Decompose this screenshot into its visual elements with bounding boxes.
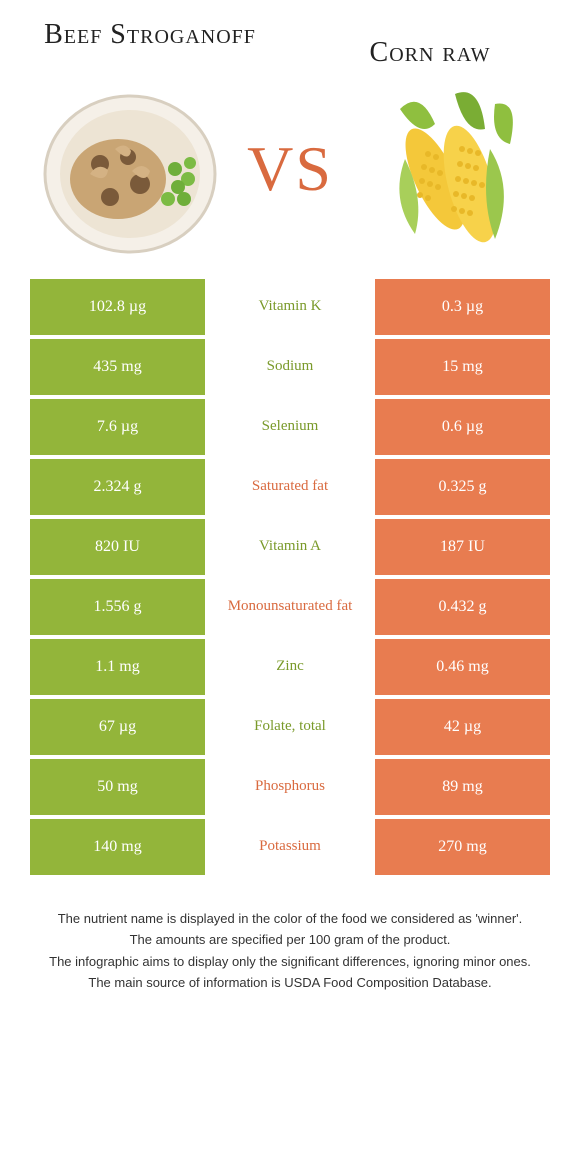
right-value: 89 mg — [375, 759, 550, 815]
vs-label: VS — [247, 132, 333, 206]
footer-line: The nutrient name is displayed in the co… — [40, 909, 540, 929]
right-value: 0.3 µg — [375, 279, 550, 335]
table-row: 102.8 µgVitamin K0.3 µg — [30, 279, 550, 335]
nutrient-label: Saturated fat — [205, 459, 375, 515]
right-value: 15 mg — [375, 339, 550, 395]
table-row: 50 mgPhosphorus89 mg — [30, 759, 550, 815]
right-value: 0.432 g — [375, 579, 550, 635]
left-value: 2.324 g — [30, 459, 205, 515]
comparison-table: 102.8 µgVitamin K0.3 µg435 mgSodium15 mg… — [0, 279, 580, 875]
nutrient-label: Vitamin K — [205, 279, 375, 335]
right-value: 270 mg — [375, 819, 550, 875]
left-value: 820 IU — [30, 519, 205, 575]
right-food-image — [360, 79, 540, 259]
left-value: 1.556 g — [30, 579, 205, 635]
left-value: 1.1 mg — [30, 639, 205, 695]
right-value: 0.46 mg — [375, 639, 550, 695]
left-food-image — [40, 79, 220, 259]
left-value: 435 mg — [30, 339, 205, 395]
left-value: 102.8 µg — [30, 279, 205, 335]
table-row: 435 mgSodium15 mg — [30, 339, 550, 395]
right-value: 187 IU — [375, 519, 550, 575]
nutrient-label: Potassium — [205, 819, 375, 875]
footer-line: The infographic aims to display only the… — [40, 952, 540, 972]
left-value: 50 mg — [30, 759, 205, 815]
nutrient-label: Monounsaturated fat — [205, 579, 375, 635]
left-value: 140 mg — [30, 819, 205, 875]
right-value: 0.6 µg — [375, 399, 550, 455]
nutrient-label: Sodium — [205, 339, 375, 395]
nutrient-label: Phosphorus — [205, 759, 375, 815]
right-value: 42 µg — [375, 699, 550, 755]
footer-line: The main source of information is USDA F… — [40, 973, 540, 993]
table-row: 67 µgFolate, total42 µg — [30, 699, 550, 755]
table-row: 1.1 mgZinc0.46 mg — [30, 639, 550, 695]
footer-notes: The nutrient name is displayed in the co… — [0, 879, 580, 993]
table-row: 820 IUVitamin A187 IU — [30, 519, 550, 575]
right-value: 0.325 g — [375, 459, 550, 515]
nutrient-label: Folate, total — [205, 699, 375, 755]
left-value: 67 µg — [30, 699, 205, 755]
nutrient-label: Vitamin A — [205, 519, 375, 575]
nutrient-label: Zinc — [205, 639, 375, 695]
header: Beef Stroganoff Corn raw — [0, 0, 580, 79]
image-row: VS — [0, 79, 580, 279]
title-left: Beef Stroganoff — [40, 20, 260, 51]
left-value: 7.6 µg — [30, 399, 205, 455]
table-row: 1.556 gMonounsaturated fat0.432 g — [30, 579, 550, 635]
nutrient-label: Selenium — [205, 399, 375, 455]
table-row: 2.324 gSaturated fat0.325 g — [30, 459, 550, 515]
table-row: 140 mgPotassium270 mg — [30, 819, 550, 875]
footer-line: The amounts are specified per 100 gram o… — [40, 930, 540, 950]
title-right: Corn raw — [320, 20, 540, 69]
table-row: 7.6 µgSelenium0.6 µg — [30, 399, 550, 455]
